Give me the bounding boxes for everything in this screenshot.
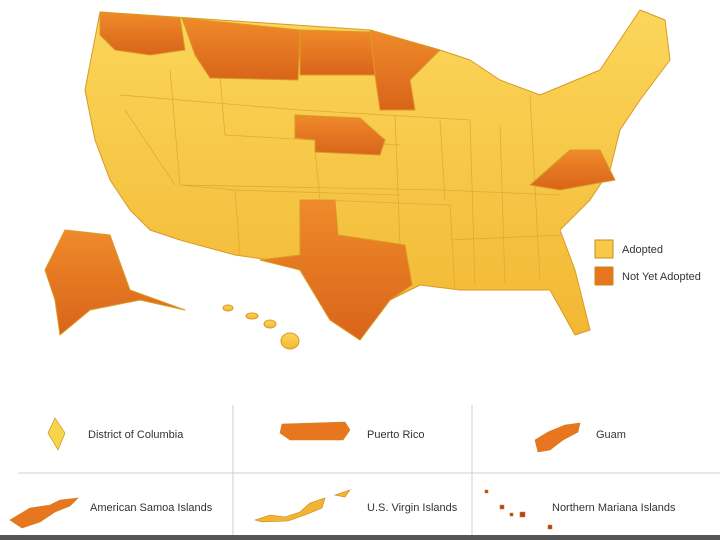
legend-label: Adopted (622, 244, 663, 256)
territory-shape (534, 422, 581, 453)
washington (99, 11, 186, 56)
nebraska (294, 114, 386, 156)
territory-label: Northern Mariana Islands (552, 502, 676, 514)
territory-shape (279, 421, 351, 441)
hawaii (222, 304, 300, 350)
state-borders (119, 69, 561, 291)
hawaii-island (245, 312, 259, 320)
territories: District of Columbia Puerto Rico Guam Ameri… (9, 417, 676, 530)
territory-label: U.S. Virgin Islands (367, 502, 458, 514)
territory-label: District of Columbia (88, 429, 184, 441)
territory-label: Guam (596, 429, 626, 441)
hawaii-island (263, 319, 277, 329)
lower-48 (84, 9, 671, 341)
bottom-bar (0, 535, 720, 540)
hawaii-island (280, 332, 300, 350)
montana (181, 17, 301, 81)
hawaii-island (222, 304, 234, 312)
legend-swatch (594, 266, 614, 286)
not-adopted-states (44, 11, 616, 341)
texas (259, 199, 413, 341)
us-map (44, 9, 671, 350)
legend-label: Not Yet Adopted (622, 271, 701, 283)
territory-label: American Samoa Islands (90, 502, 213, 514)
territory-shape (47, 417, 66, 451)
legend-swatch (594, 239, 614, 259)
virginia (529, 149, 616, 191)
territory-shape (9, 497, 79, 529)
territory-grid (18, 405, 720, 540)
territory-shape (484, 489, 553, 530)
minnesota (369, 29, 441, 111)
territory-shape (253, 489, 351, 523)
territory-label: Puerto Rico (367, 429, 424, 441)
legend: Adopted Not Yet Adopted (594, 239, 701, 286)
alaska (44, 229, 186, 336)
north-dakota (299, 29, 376, 76)
